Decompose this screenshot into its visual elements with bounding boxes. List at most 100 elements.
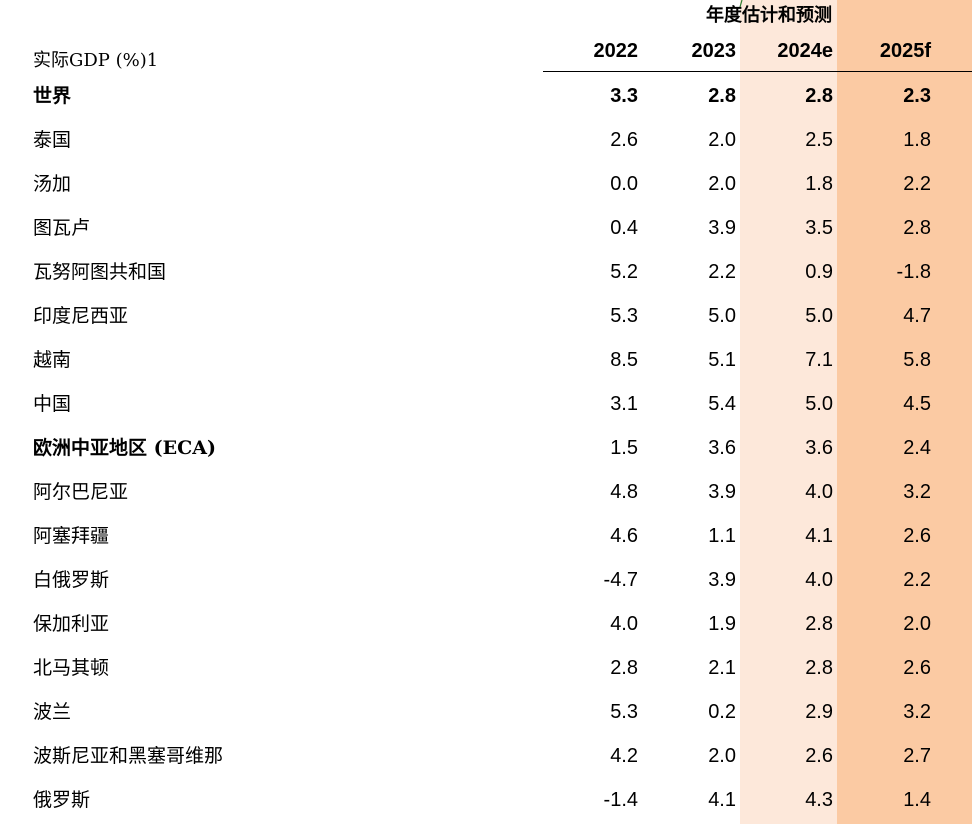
- table-row: 图瓦卢 0.4 3.9 3.5 2.8: [0, 206, 972, 250]
- value-cell-2022: 4.2: [610, 745, 638, 767]
- value-cell-2025f: 2.6: [903, 525, 931, 547]
- value-cell-2025f: 1.8: [903, 129, 931, 151]
- country-name: 越南: [33, 349, 72, 371]
- value-cell-2023: 2.8: [708, 85, 736, 107]
- value-cell-2023: 0.2: [708, 701, 736, 723]
- value-cell-2025f: 2.0: [903, 613, 931, 635]
- value-cell-2023: 2.0: [708, 745, 736, 767]
- value-cell-2025f: -1.8: [896, 261, 931, 283]
- value-cell-2024e: 3.6: [805, 437, 833, 459]
- value-cell-2024e: 2.5: [805, 129, 833, 151]
- header-rule: [543, 71, 972, 72]
- value-cell-2024e: 2.8: [805, 613, 833, 635]
- value-cell-2023: 5.4: [708, 393, 736, 415]
- value-cell-2023: 4.1: [708, 789, 736, 811]
- table-row: 越南 8.5 5.1 7.1 5.8: [0, 338, 972, 382]
- value-cell-2025f: 3.2: [903, 701, 931, 723]
- table-row: 世界 3.3 2.8 2.8 2.3: [0, 74, 972, 118]
- value-cell-2022: 0.0: [610, 173, 638, 195]
- table-row: 中国 3.1 5.4 5.0 4.5: [0, 382, 972, 426]
- value-cell-2023: 2.0: [708, 129, 736, 151]
- table-row: 欧洲中亚地区 (ECA) 1.5 3.6 3.6 2.4: [0, 426, 972, 470]
- table-row: 泰国 2.6 2.0 2.5 1.8: [0, 118, 972, 162]
- country-name: 阿尔巴尼亚: [33, 481, 129, 503]
- table-row: 阿尔巴尼亚 4.8 3.9 4.0 3.2: [0, 470, 972, 514]
- country-name: 世界: [33, 85, 72, 107]
- value-cell-2025f: 2.7: [903, 745, 931, 767]
- value-cell-2023: 2.2: [708, 261, 736, 283]
- year-header-2024e: 2024e: [777, 40, 833, 62]
- value-cell-2022: 3.3: [610, 85, 638, 107]
- value-cell-2025f: 2.4: [903, 437, 931, 459]
- country-name: 欧洲中亚地区 (ECA): [33, 437, 216, 459]
- value-cell-2024e: 1.8: [805, 173, 833, 195]
- table-row: 俄罗斯 -1.4 4.1 4.3 1.4: [0, 778, 972, 822]
- value-cell-2022: 5.3: [610, 305, 638, 327]
- value-cell-2025f: 4.7: [903, 305, 931, 327]
- value-cell-2023: 1.9: [708, 613, 736, 635]
- value-cell-2023: 1.1: [708, 525, 736, 547]
- value-cell-2023: 5.0: [708, 305, 736, 327]
- value-cell-2024e: 2.8: [805, 657, 833, 679]
- country-name: 图瓦卢: [33, 217, 91, 239]
- value-cell-2022: 3.1: [610, 393, 638, 415]
- country-name: 阿塞拜疆: [33, 525, 110, 547]
- value-cell-2023: 2.1: [708, 657, 736, 679]
- value-cell-2023: 5.1: [708, 349, 736, 371]
- value-cell-2025f: 2.3: [903, 85, 931, 107]
- value-cell-2024e: 2.8: [805, 85, 833, 107]
- value-cell-2024e: 4.1: [805, 525, 833, 547]
- country-name: 波兰: [33, 701, 72, 723]
- year-header-2023: 2023: [691, 40, 737, 62]
- row-label-header: 实际GDP (%)1: [33, 50, 159, 71]
- value-cell-2025f: 2.2: [903, 173, 931, 195]
- value-cell-2022: 5.2: [610, 261, 638, 283]
- table-row: 波斯尼亚和黑塞哥维那 4.2 2.0 2.6 2.7: [0, 734, 972, 778]
- year-header-2025f: 2025f: [879, 40, 931, 62]
- value-cell-2023: 3.9: [708, 569, 736, 591]
- country-name: 北马其顿: [33, 657, 110, 679]
- country-name: 白俄罗斯: [33, 569, 110, 591]
- value-cell-2024e: 3.5: [805, 217, 833, 239]
- country-name: 汤加: [33, 173, 72, 195]
- value-cell-2022: 0.4: [610, 217, 638, 239]
- value-cell-2022: 5.3: [610, 701, 638, 723]
- value-cell-2025f: 3.2: [903, 481, 931, 503]
- value-cell-2022: 4.0: [610, 613, 638, 635]
- country-name: 泰国: [33, 129, 72, 151]
- value-cell-2022: -1.4: [603, 789, 638, 811]
- value-cell-2025f: 2.6: [903, 657, 931, 679]
- value-cell-2025f: 5.8: [903, 349, 931, 371]
- country-name: 保加利亚: [33, 613, 110, 635]
- value-cell-2022: 2.8: [610, 657, 638, 679]
- value-cell-2022: 4.6: [610, 525, 638, 547]
- country-name: 中国: [33, 393, 72, 415]
- table-row: 印度尼西亚 5.3 5.0 5.0 4.7: [0, 294, 972, 338]
- value-cell-2024e: 4.3: [805, 789, 833, 811]
- table-row: 北马其顿 2.8 2.1 2.8 2.6: [0, 646, 972, 690]
- column-group-title: 年度估计和预测: [706, 5, 832, 26]
- country-name: 印度尼西亚: [33, 305, 129, 327]
- year-header-2022: 2022: [593, 40, 639, 62]
- country-name: 俄罗斯: [33, 789, 91, 811]
- value-cell-2023: 3.9: [708, 481, 736, 503]
- country-name: 波斯尼亚和黑塞哥维那: [33, 745, 224, 767]
- value-cell-2023: 2.0: [708, 173, 736, 195]
- value-cell-2024e: 0.9: [805, 261, 833, 283]
- value-cell-2022: 4.8: [610, 481, 638, 503]
- country-name: 瓦努阿图共和国: [33, 261, 167, 283]
- table-row: 保加利亚 4.0 1.9 2.8 2.0: [0, 602, 972, 646]
- value-cell-2025f: 2.2: [903, 569, 931, 591]
- estimate-column-shading: [740, 0, 837, 824]
- value-cell-2024e: 2.6: [805, 745, 833, 767]
- value-cell-2025f: 2.8: [903, 217, 931, 239]
- value-cell-2022: 1.5: [610, 437, 638, 459]
- value-cell-2024e: 5.0: [805, 393, 833, 415]
- value-cell-2025f: 4.5: [903, 393, 931, 415]
- table-row: 阿塞拜疆 4.6 1.1 4.1 2.6: [0, 514, 972, 558]
- value-cell-2024e: 7.1: [805, 349, 833, 371]
- value-cell-2022: 2.6: [610, 129, 638, 151]
- value-cell-2023: 3.9: [708, 217, 736, 239]
- table-row: 白俄罗斯 -4.7 3.9 4.0 2.2: [0, 558, 972, 602]
